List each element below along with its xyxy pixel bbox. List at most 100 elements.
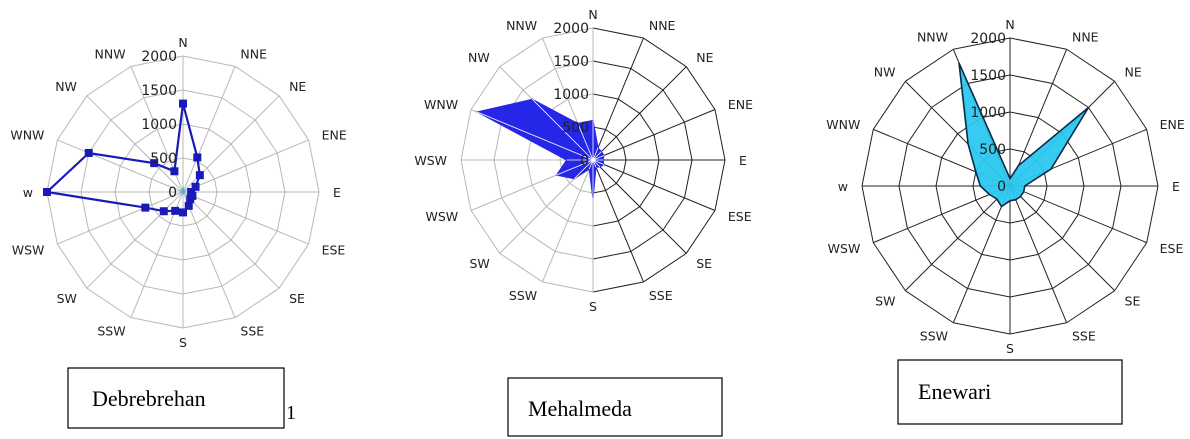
- grid-ring-segment: [460, 109, 472, 161]
- grid-ring-segment: [308, 191, 320, 245]
- grid-ring-segment: [592, 220, 619, 227]
- direction-label: ENE: [1160, 117, 1185, 132]
- grid-ring-segment: [234, 287, 280, 319]
- grid-ring-segment: [531, 184, 547, 207]
- grid-ring-segment: [254, 230, 278, 265]
- direction-label: w: [838, 179, 848, 194]
- grid-ring-segment: [254, 119, 278, 154]
- grid-ring-segment: [542, 281, 594, 293]
- grid-ring-segment: [156, 254, 184, 261]
- grid-ring-segment: [714, 159, 726, 211]
- grid-ring-segment: [685, 210, 716, 254]
- direction-label: S: [1006, 341, 1014, 356]
- grid-spoke: [86, 95, 184, 193]
- grid-ring-segment: [907, 228, 932, 265]
- direction-label: NW: [55, 79, 77, 94]
- grid-spoke: [182, 191, 309, 245]
- direction-label: N: [588, 7, 597, 22]
- grid-ring-segment: [605, 129, 617, 138]
- direction-label: WSW: [828, 241, 861, 256]
- direction-label: SE: [1125, 294, 1141, 309]
- series-spoke-overlay: [592, 159, 597, 168]
- grid-ring-segment: [470, 210, 501, 254]
- grid-ring-segment: [662, 89, 685, 123]
- grid-ring-segment: [643, 252, 687, 283]
- tick-label: 2000: [970, 31, 1006, 47]
- grid-spoke: [182, 191, 280, 289]
- grid-ring-segment: [935, 185, 943, 215]
- grid-ring-segment: [662, 197, 685, 231]
- grid-ring-segment: [208, 239, 232, 256]
- grid-ring-segment: [941, 133, 959, 158]
- direction-label: E: [1172, 179, 1180, 194]
- grid-ring-segment: [1043, 171, 1048, 187]
- grid-ring-segment: [522, 229, 556, 252]
- grid-ring-segment: [88, 230, 112, 265]
- grid-spoke: [182, 66, 236, 193]
- grid-ring-segment: [148, 191, 153, 206]
- grid-ring-segment: [1023, 211, 1037, 221]
- grid-ring-segment: [1009, 322, 1067, 335]
- grid-ring-segment: [983, 211, 997, 221]
- grid-spoke: [1009, 185, 1068, 323]
- direction-label: SSE: [240, 324, 264, 339]
- grid-ring-segment: [213, 191, 218, 206]
- grid-ring-segment: [935, 157, 943, 187]
- series-spoke-overlay: [592, 155, 605, 161]
- grid-ring-segment: [1009, 288, 1053, 298]
- series-spoke-overlay: [476, 111, 594, 161]
- stray-mark: 1: [286, 402, 296, 424]
- series-marker: [43, 188, 51, 196]
- grid-ring-segment: [110, 263, 145, 287]
- grid-ring-segment: [622, 147, 627, 161]
- direction-label: SSW: [97, 324, 125, 339]
- grid-ring-segment: [630, 229, 664, 252]
- tick-label: 1500: [553, 54, 589, 70]
- grid-ring-segment: [134, 239, 158, 256]
- grid-ring-segment: [569, 182, 581, 191]
- tick-label: 0: [997, 179, 1006, 195]
- grid-spoke: [592, 66, 687, 161]
- grid-ring-segment: [1066, 290, 1115, 324]
- series-marker: [186, 195, 195, 204]
- grid-ring-segment: [995, 219, 1011, 224]
- grid-ring-segment: [208, 128, 232, 145]
- direction-label: SSE: [1072, 329, 1096, 344]
- grid-ring-segment: [182, 222, 197, 227]
- tick-label: 2000: [553, 21, 589, 37]
- direction-label: ESE: [1160, 241, 1184, 256]
- grid-ring-segment: [169, 222, 184, 227]
- direction-label: N: [1005, 17, 1014, 32]
- grid-ring-segment: [643, 37, 687, 68]
- grid-ring-segment: [592, 189, 606, 194]
- series-spoke-overlay: [574, 159, 594, 179]
- grid-ring-segment: [861, 185, 874, 243]
- grid-ring-segment: [546, 206, 569, 222]
- tick-label: 0: [168, 185, 177, 201]
- direction-label: NNE: [649, 18, 676, 33]
- grid-ring-segment: [567, 93, 594, 100]
- grid-ring-segment: [230, 143, 247, 167]
- tick-label: 1000: [970, 105, 1006, 121]
- direction-label: NW: [874, 64, 896, 79]
- series-area: [958, 62, 1090, 208]
- grid-ring-segment: [182, 317, 236, 329]
- direction-label: w: [23, 185, 33, 200]
- grid-ring-segment: [872, 242, 906, 291]
- grid-ring-segment: [1088, 228, 1113, 265]
- direction-label: WNW: [424, 97, 458, 112]
- grid-ring-segment: [134, 128, 158, 145]
- grid-ring-segment: [1035, 199, 1045, 213]
- grid-ring-segment: [981, 111, 1011, 119]
- grid-ring-segment: [182, 55, 236, 67]
- grid-ring-segment: [1066, 48, 1115, 82]
- grid-ring-segment: [872, 81, 906, 130]
- grid-ring-segment: [905, 48, 954, 82]
- grid-ring-segment: [213, 178, 218, 193]
- tick-label: 1500: [970, 68, 1006, 84]
- grid-ring-segment: [276, 152, 286, 193]
- grid-ring-segment: [110, 97, 145, 121]
- grid-ring-segment: [130, 55, 184, 67]
